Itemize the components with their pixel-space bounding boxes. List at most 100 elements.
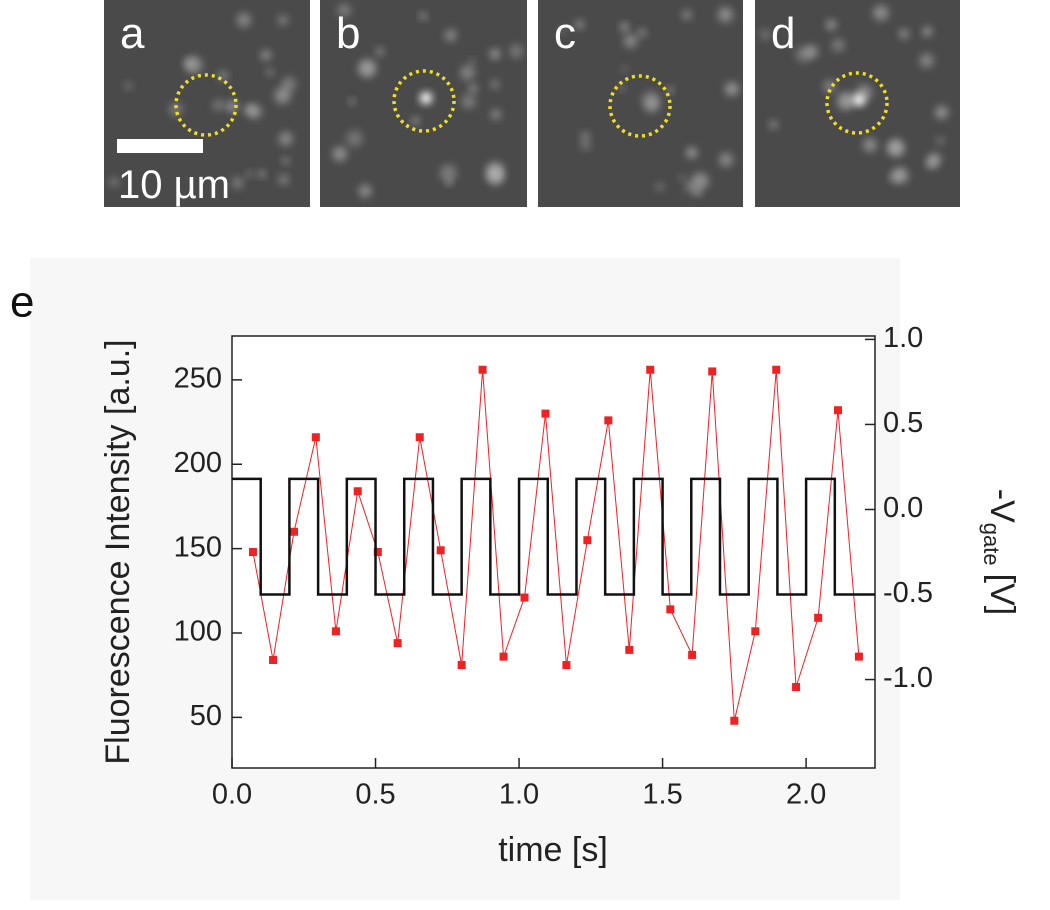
y2-tick-label: 0.0	[883, 492, 923, 524]
y-axis-label: Fluorescence Intensity [a.u.]	[99, 339, 137, 764]
panel-label: b	[336, 9, 360, 58]
spot	[666, 86, 674, 94]
spot	[419, 12, 427, 20]
spot	[926, 158, 937, 169]
y2-label-sub: gate	[979, 523, 1004, 566]
data-point	[373, 548, 382, 556]
spot	[212, 99, 224, 111]
spot	[358, 59, 377, 78]
x-tick-label: 1.5	[642, 779, 682, 811]
spot	[804, 44, 819, 59]
data-point	[625, 645, 634, 654]
roi-circle	[825, 71, 889, 135]
data-point	[583, 536, 592, 545]
spot	[489, 48, 501, 60]
spot	[724, 81, 739, 97]
spot	[468, 83, 478, 93]
data-point	[353, 487, 362, 496]
spot	[124, 82, 133, 90]
data-point	[331, 627, 340, 636]
bright-spot	[853, 94, 865, 106]
x-tick-label: 0.5	[355, 779, 395, 811]
spot	[277, 15, 289, 26]
spot	[278, 174, 289, 186]
data-point	[646, 365, 655, 374]
spot	[509, 44, 524, 58]
series-group	[232, 365, 875, 725]
bright-spot	[420, 92, 432, 104]
spot	[411, 117, 420, 125]
y-tick-label: 150	[174, 531, 222, 563]
spot	[682, 10, 692, 20]
spot	[691, 172, 709, 190]
data-point	[604, 416, 613, 425]
y2-tick-label: -1.0	[883, 662, 933, 694]
spot	[826, 19, 837, 30]
x-tick-label: 0.0	[212, 779, 252, 811]
spot	[919, 53, 934, 68]
spot	[460, 65, 475, 81]
spot	[274, 87, 291, 104]
spot	[831, 38, 845, 52]
spot	[109, 177, 119, 187]
spot	[337, 3, 351, 17]
spot	[759, 29, 771, 41]
spot	[769, 120, 778, 130]
spot	[678, 174, 686, 182]
data-point	[393, 639, 402, 648]
spot	[621, 65, 628, 72]
spot	[444, 29, 457, 42]
spot	[278, 131, 293, 146]
spot	[717, 7, 733, 23]
y-tick-label: 100	[174, 616, 222, 648]
data-point	[436, 546, 445, 555]
data-point	[248, 548, 257, 556]
panel-label: a	[120, 9, 145, 58]
spot	[837, 92, 855, 110]
spot	[461, 94, 476, 109]
spot	[225, 100, 239, 113]
x-axis-label: time [s]	[498, 831, 608, 869]
spot	[574, 19, 585, 30]
spot	[231, 176, 244, 189]
spot	[184, 57, 195, 69]
data-point	[562, 661, 571, 670]
spot	[623, 34, 638, 49]
spot	[873, 5, 889, 21]
spot	[618, 84, 625, 92]
data-point	[478, 365, 487, 374]
data-point	[751, 627, 760, 636]
data-point	[311, 433, 320, 442]
data-point	[499, 652, 508, 661]
spot	[580, 131, 590, 141]
y2-label-unit: [V]	[983, 574, 1021, 616]
data-point	[415, 433, 424, 442]
spot	[655, 182, 665, 192]
data-point	[520, 593, 529, 602]
roi-circle	[174, 73, 238, 137]
y2-tick-label: -0.5	[883, 577, 933, 609]
spot	[281, 76, 297, 92]
y2-tick-label: 0.5	[883, 407, 923, 439]
spot	[719, 152, 734, 167]
spot	[490, 80, 500, 89]
spot	[260, 50, 272, 61]
spot	[637, 28, 647, 38]
data-point	[541, 409, 550, 418]
spot	[936, 136, 945, 145]
spot	[935, 105, 949, 119]
spot	[641, 90, 660, 109]
data-point	[730, 716, 739, 725]
scale-bar-label: 10 µm	[118, 163, 230, 207]
data-point	[457, 661, 466, 670]
data-point	[792, 683, 801, 691]
data-point	[269, 656, 278, 664]
data-point	[688, 650, 697, 659]
spot	[375, 47, 385, 56]
y-tick-label: 250	[174, 363, 222, 395]
spot	[898, 28, 909, 39]
data-point	[833, 406, 842, 415]
y2-tick-label: 1.0	[883, 322, 923, 354]
data-point	[854, 652, 863, 661]
